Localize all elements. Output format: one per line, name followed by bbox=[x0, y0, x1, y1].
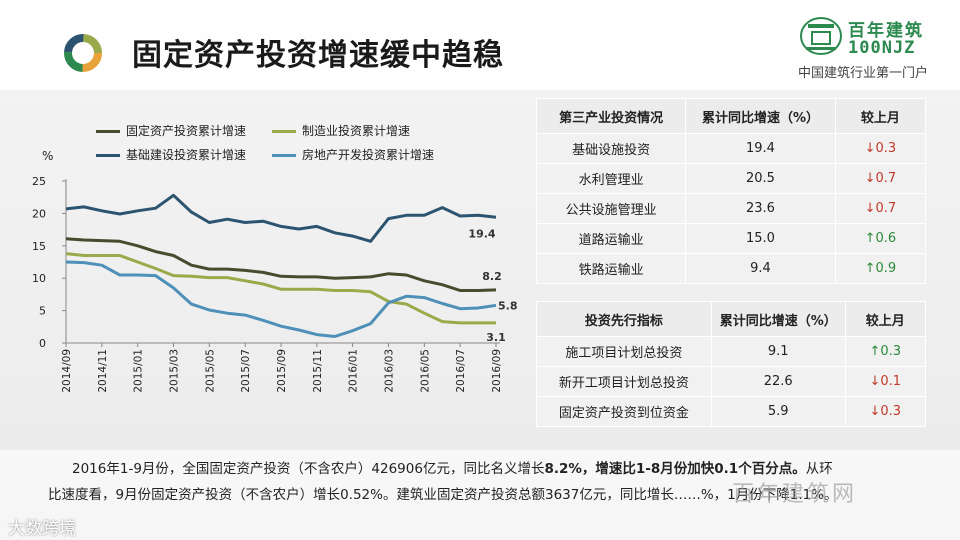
x-tick-label: 2015/01 bbox=[133, 349, 145, 393]
table-row: 新开工项目计划总投资 22.6 ↓0.1 bbox=[536, 366, 927, 397]
legend-label: 房地产开发投资累计增速 bbox=[302, 148, 435, 162]
table-row: 水利管理业 20.5 ↓0.7 bbox=[535, 163, 927, 194]
summary-line-1: 2016年1-9月份，全国固定资产投资（不含农户）426906亿元，同比名义增长… bbox=[48, 456, 938, 482]
x-tick-label: 2015/09 bbox=[276, 349, 288, 393]
row-name: 基础设施投资 bbox=[535, 133, 687, 164]
table-row: 施工项目计划总投资 9.1 ↑0.3 bbox=[536, 336, 927, 367]
table-row: 铁路运输业 9.4 ↑0.9 bbox=[535, 253, 927, 284]
row-name: 水利管理业 bbox=[535, 163, 687, 194]
line-chart: 0 5 10 15 20 25% 2014/09 2014/11 2015/01 2015/03 2… bbox=[32, 149, 518, 393]
row-value: 15.0 bbox=[685, 223, 836, 254]
row-name: 道路运输业 bbox=[535, 223, 687, 254]
y-tick-label: 5 bbox=[39, 305, 46, 318]
x-tick-label: 2015/11 bbox=[312, 349, 324, 393]
x-tick-label: 2015/05 bbox=[204, 349, 216, 393]
y-tick-label: 20 bbox=[32, 207, 46, 220]
data-label: 8.2 bbox=[482, 270, 502, 283]
brand-name: 百年建筑 bbox=[848, 21, 924, 41]
legend-item-fixed-asset: 固定资产投资累计增速 bbox=[96, 122, 246, 139]
row-change: ↓0.3 bbox=[834, 133, 927, 164]
table-header: 较上月 bbox=[844, 301, 927, 337]
row-value: 9.1 bbox=[710, 336, 846, 367]
x-tick-label: 2016/05 bbox=[419, 349, 431, 393]
y-tick-label: 10 bbox=[32, 272, 46, 285]
series-line-1 bbox=[65, 252, 496, 325]
table-row: 道路运输业 15.0 ↑0.6 bbox=[535, 223, 927, 254]
table-header: 较上月 bbox=[834, 98, 927, 134]
row-value: 5.9 bbox=[710, 396, 846, 427]
x-tick-label: 2016/07 bbox=[455, 349, 467, 393]
series-line-2 bbox=[65, 193, 497, 243]
legend-swatch bbox=[272, 154, 296, 157]
watermark: 百年建筑网 bbox=[732, 482, 858, 507]
table-row: 公共设施管理业 23.6 ↓0.7 bbox=[535, 193, 927, 224]
x-tick-label: 2014/11 bbox=[97, 349, 109, 393]
table-header: 投资先行指标 bbox=[536, 301, 712, 337]
x-tick-label: 2016/09 bbox=[491, 349, 503, 393]
table-header: 第三产业投资情况 bbox=[535, 98, 687, 134]
x-tick-label: 2016/03 bbox=[384, 349, 396, 393]
row-change: ↓0.3 bbox=[844, 396, 927, 427]
building-logo-icon bbox=[800, 17, 842, 55]
table-header-row: 投资先行指标 累计同比增速（%） 较上月 bbox=[536, 301, 927, 337]
y-tick-label: 0 bbox=[39, 337, 46, 350]
row-name: 施工项目计划总投资 bbox=[536, 336, 712, 367]
legend-item-manufacturing: 制造业投资累计增速 bbox=[272, 122, 410, 139]
data-label: 3.1 bbox=[486, 331, 506, 344]
table-row: 基础设施投资 19.4 ↓0.3 bbox=[535, 133, 927, 164]
row-value: 20.5 bbox=[685, 163, 836, 194]
legend-label: 固定资产投资累计增速 bbox=[126, 124, 247, 138]
brand-logo: 百年建筑 100NJZ 中国建筑行业第一门户 bbox=[790, 14, 950, 84]
legend-swatch bbox=[96, 154, 120, 157]
row-value: 9.4 bbox=[685, 253, 836, 284]
row-value: 19.4 bbox=[685, 133, 836, 164]
data-label: 19.4 bbox=[468, 227, 495, 240]
table-header-row: 第三产业投资情况 累计同比增速（%） 较上月 bbox=[535, 98, 927, 134]
x-tick-label: 2015/03 bbox=[169, 349, 181, 393]
row-change: ↓0.1 bbox=[844, 366, 927, 397]
table-header: 累计同比增速（%） bbox=[685, 98, 836, 134]
legend-swatch bbox=[272, 130, 296, 133]
legend-label: 制造业投资累计增速 bbox=[302, 124, 411, 138]
summary-text-part: 2016年1-9月份，全国固定资产投资（不含农户）426906亿元，同比名义增长 bbox=[72, 461, 545, 477]
x-tick-label: 2016/01 bbox=[348, 349, 360, 393]
row-name: 固定资产投资到位资金 bbox=[536, 396, 712, 427]
brand-tagline: 中国建筑行业第一门户 bbox=[798, 66, 929, 81]
x-tick-label: 2015/07 bbox=[240, 349, 252, 393]
row-change: ↓0.7 bbox=[834, 163, 927, 194]
row-name: 公共设施管理业 bbox=[535, 193, 687, 224]
row-value: 22.6 bbox=[710, 366, 846, 397]
table-row: 固定资产投资到位资金 5.9 ↓0.3 bbox=[536, 396, 927, 427]
row-name: 新开工项目计划总投资 bbox=[536, 366, 712, 397]
legend-item-infrastructure: 基础建设投资累计增速 bbox=[96, 146, 246, 163]
leading-indicator-table: 投资先行指标 累计同比增速（%） 较上月 施工项目计划总投资 9.1 ↑0.3 新开工… bbox=[536, 301, 927, 427]
brand-code: 100NJZ bbox=[848, 38, 916, 58]
row-change: ↑0.6 bbox=[834, 223, 927, 254]
x-tick-label: 2014/09 bbox=[61, 349, 73, 393]
y-axis-label: % bbox=[42, 149, 53, 163]
row-value: 23.6 bbox=[685, 193, 836, 224]
row-name: 铁路运输业 bbox=[535, 253, 687, 284]
legend-item-real-estate: 房地产开发投资累计增速 bbox=[272, 146, 434, 163]
series-line-0 bbox=[65, 237, 497, 292]
row-change: ↑0.9 bbox=[834, 253, 927, 284]
data-label: 5.8 bbox=[498, 299, 518, 312]
page-title: 固定资产投资增速缓中趋稳 bbox=[132, 38, 504, 73]
legend-label: 基础建设投资累计增速 bbox=[126, 148, 247, 162]
legend-swatch bbox=[96, 130, 120, 133]
series-line-3 bbox=[65, 260, 497, 338]
ring-logo-icon bbox=[64, 34, 102, 72]
y-tick-label: 15 bbox=[32, 240, 46, 253]
corner-watermark: 大数跨境 bbox=[8, 519, 76, 539]
summary-text: 2016年1-9月份，全国固定资产投资（不含农户）426906亿元，同比名义增长… bbox=[48, 456, 938, 508]
row-change: ↑0.3 bbox=[844, 336, 927, 367]
summary-highlight: 8.2%，增速比1-8月份加快0.1个百分点。 bbox=[544, 461, 806, 477]
y-tick-label: 25 bbox=[32, 175, 46, 188]
tertiary-investment-table: 第三产业投资情况 累计同比增速（%） 较上月 基础设施投资 19.4 ↓0.3 水利管… bbox=[535, 98, 927, 284]
summary-line-2: 比速度看，9月份固定资产投资（不含农户）增长0.52%。建筑业固定资产投资总额3… bbox=[48, 487, 838, 503]
summary-text-part: 从环 bbox=[805, 461, 833, 477]
table-header: 累计同比增速（%） bbox=[710, 301, 846, 337]
row-change: ↓0.7 bbox=[834, 193, 927, 224]
